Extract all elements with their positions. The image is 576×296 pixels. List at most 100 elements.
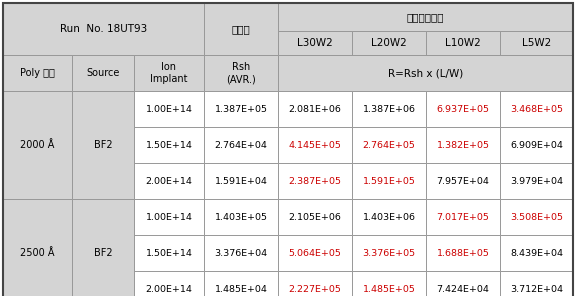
Text: Poly 두께: Poly 두께 [20,68,55,78]
Text: 2.00E+14: 2.00E+14 [146,176,192,186]
Bar [278,163,352,199]
Text: 1.591E+04: 1.591E+04 [215,176,267,186]
Bar [426,31,500,55]
Text: 2.764E+04: 2.764E+04 [215,141,267,149]
Bar [426,127,500,163]
Bar [204,3,278,55]
Text: 3.508E+05: 3.508E+05 [510,213,563,221]
Text: 2.387E+05: 2.387E+05 [289,176,342,186]
Text: 5.064E+05: 5.064E+05 [289,249,342,258]
Bar [278,31,352,55]
Bar [134,91,204,127]
Text: 측정값: 측정값 [232,24,251,34]
Text: 6.909E+04: 6.909E+04 [510,141,563,149]
Bar [278,235,352,271]
Text: BF2: BF2 [94,140,112,150]
Bar [352,91,426,127]
Text: 2.081E+06: 2.081E+06 [289,104,342,113]
Text: 8.439E+04: 8.439E+04 [510,249,563,258]
Bar [278,55,573,91]
Bar [204,55,278,91]
Text: 3.376E+05: 3.376E+05 [362,249,415,258]
Text: 1.403E+05: 1.403E+05 [214,213,267,221]
Bar [426,235,500,271]
Bar [134,55,204,91]
Text: 1.485E+05: 1.485E+05 [362,284,415,294]
Bar [352,199,426,235]
Text: R=Rsh x (L/W): R=Rsh x (L/W) [388,68,463,78]
Text: 1.485E+04: 1.485E+04 [215,284,267,294]
Bar [134,235,204,271]
Text: 2.227E+05: 2.227E+05 [289,284,342,294]
Bar [352,163,426,199]
Bar [426,163,500,199]
Bar [3,91,72,199]
Text: 1.382E+05: 1.382E+05 [437,141,490,149]
Bar [500,163,573,199]
Text: L30W2: L30W2 [297,38,333,48]
Bar [3,199,72,296]
Text: 3.468E+05: 3.468E+05 [510,104,563,113]
Text: 2.105E+06: 2.105E+06 [289,213,342,221]
Bar [72,91,134,199]
Bar [134,199,204,235]
Text: 3.979E+04: 3.979E+04 [510,176,563,186]
Bar [278,127,352,163]
Bar [204,127,278,163]
Text: 1.50E+14: 1.50E+14 [146,249,192,258]
Text: 1.50E+14: 1.50E+14 [146,141,192,149]
Bar [500,91,573,127]
Text: 1.00E+14: 1.00E+14 [146,213,192,221]
Text: 1.00E+14: 1.00E+14 [146,104,192,113]
Bar [3,3,204,55]
Text: 2.00E+14: 2.00E+14 [146,284,192,294]
Bar [352,31,426,55]
Bar [500,235,573,271]
Bar [500,271,573,296]
Text: 7.957E+04: 7.957E+04 [437,176,490,186]
Text: 2000 Å: 2000 Å [20,140,55,150]
Text: L20W2: L20W2 [371,38,407,48]
Text: 4.145E+05: 4.145E+05 [289,141,342,149]
Bar [426,199,500,235]
Text: 1.688E+05: 1.688E+05 [437,249,490,258]
Bar [72,55,134,91]
Bar [278,91,352,127]
Bar [426,91,500,127]
Bar [3,55,72,91]
Bar [204,271,278,296]
Text: 실험사용조건: 실험사용조건 [407,12,444,22]
Text: 3.376E+04: 3.376E+04 [214,249,268,258]
Text: Rsh
(AVR.): Rsh (AVR.) [226,62,256,84]
Text: 1.591E+05: 1.591E+05 [362,176,415,186]
Text: 2500 Å: 2500 Å [20,248,55,258]
Bar [352,271,426,296]
Bar [352,235,426,271]
Bar [426,271,500,296]
Bar [204,91,278,127]
Bar [500,31,573,55]
Text: L5W2: L5W2 [522,38,551,48]
Bar [204,235,278,271]
Bar [134,163,204,199]
Text: 7.424E+04: 7.424E+04 [437,284,490,294]
Bar [278,3,573,31]
Text: 3.712E+04: 3.712E+04 [510,284,563,294]
Text: Ion
Implant: Ion Implant [150,62,188,84]
Bar [134,271,204,296]
Text: BF2: BF2 [94,248,112,258]
Text: 1.387E+05: 1.387E+05 [214,104,267,113]
Text: 7.017E+05: 7.017E+05 [437,213,490,221]
Bar [352,127,426,163]
Text: 1.403E+06: 1.403E+06 [362,213,415,221]
Bar [72,199,134,296]
Text: 6.937E+05: 6.937E+05 [437,104,490,113]
Bar [204,199,278,235]
Bar [278,199,352,235]
Text: Source: Source [86,68,120,78]
Text: Run  No. 18UT93: Run No. 18UT93 [60,24,147,34]
Bar [204,163,278,199]
Bar [278,271,352,296]
Text: 2.764E+05: 2.764E+05 [362,141,415,149]
Bar [500,199,573,235]
